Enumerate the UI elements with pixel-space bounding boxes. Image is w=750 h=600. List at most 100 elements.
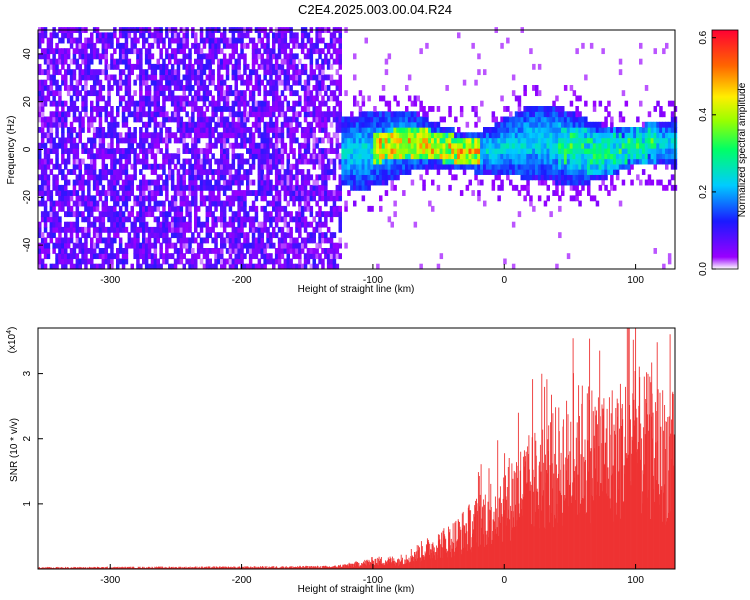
- spectrogram-cell: [52, 90, 56, 97]
- spectrogram-cell: [188, 221, 192, 228]
- spectrogram-cell: [581, 132, 585, 139]
- spectrogram-cell: [563, 179, 568, 186]
- spectrogram-cell: [237, 248, 241, 254]
- spectrogram-cell: [211, 248, 215, 254]
- spectrogram-cell: [318, 85, 322, 91]
- spectrogram-cell: [243, 253, 247, 260]
- spectrogram-cell: [592, 169, 597, 175]
- spectrogram-cell: [52, 163, 56, 170]
- spectrogram-cell: [40, 211, 45, 218]
- spectrogram-cell: [563, 142, 568, 149]
- spectrogram-cell: [537, 106, 542, 112]
- spectrogram-cell: [208, 184, 212, 191]
- spectrogram-cell: [237, 111, 241, 118]
- spectrogram-cell: [650, 132, 655, 139]
- spectrogram-cell: [251, 48, 256, 55]
- spectrogram-cell: [387, 142, 392, 149]
- spectrogram-cell: [133, 100, 137, 107]
- spectrogram-cell: [240, 95, 244, 102]
- spectrogram-cell: [566, 116, 571, 123]
- spectrogram-cell: [303, 111, 308, 118]
- spectrogram-cell: [439, 132, 444, 139]
- spectrogram-cell: [38, 153, 42, 160]
- spectrogram-cell: [72, 253, 77, 260]
- spectrogram-cell: [237, 221, 241, 228]
- spectrogram-cell: [139, 221, 143, 228]
- spectrogram-cell: [251, 106, 256, 112]
- spectrogram-cell: [624, 100, 629, 107]
- spectrogram-cell: [436, 132, 441, 139]
- spectrogram-cell: [248, 142, 253, 149]
- spectrogram-cell: [540, 132, 545, 139]
- spectrogram-cell: [491, 184, 496, 191]
- spectrogram-cell: [653, 127, 657, 133]
- spectrogram-cell: [188, 169, 192, 175]
- spectrogram-cell: [46, 53, 51, 60]
- spectrogram-cell: [228, 221, 233, 228]
- spectrogram-cell: [506, 116, 510, 123]
- spectrogram-cell: [274, 253, 279, 260]
- spectrogram-cell: [136, 153, 140, 160]
- spectrogram-cell: [326, 158, 331, 165]
- spectrogram-cell: [665, 132, 669, 139]
- spectrogram-cell: [110, 142, 114, 149]
- spectrogram-cell: [257, 48, 262, 55]
- spectrogram-cell: [263, 174, 267, 181]
- spectrogram-cell: [309, 221, 314, 228]
- spectrogram-cell: [263, 226, 267, 233]
- spectrogram-cell: [208, 63, 212, 70]
- spectrogram-cell: [110, 205, 114, 212]
- spectrogram-cell: [98, 221, 103, 228]
- spectrogram-cell: [569, 163, 574, 170]
- spectrogram-cell: [445, 132, 449, 139]
- spectrogram-cell: [87, 248, 91, 254]
- spectrogram-cell: [295, 116, 299, 123]
- spectrogram-cell: [364, 137, 368, 144]
- spectrogram-cell: [520, 127, 524, 133]
- spectrogram-cell: [503, 258, 507, 265]
- spectrogram-cell: [523, 158, 527, 165]
- spectrogram-cell: [575, 48, 579, 55]
- spectrogram-cell: [159, 106, 163, 112]
- spectrogram-cell: [196, 169, 201, 175]
- spectrogram-cell: [546, 195, 550, 202]
- spectrogram-cell: [254, 58, 259, 65]
- spectrogram-cell: [121, 253, 126, 260]
- spectrogram-cell: [367, 116, 371, 123]
- spectrogram-cell: [370, 137, 374, 144]
- spectrogram-cell: [329, 237, 334, 244]
- spectrogram-cell: [558, 111, 562, 118]
- spectrogram-cell: [58, 221, 62, 228]
- spectrogram-cell: [589, 127, 594, 133]
- spectrogram-cell: [43, 79, 48, 86]
- spectrogram-cell: [61, 74, 65, 81]
- spectrogram-cell: [173, 200, 178, 207]
- spectrogram-cell: [92, 79, 97, 86]
- spectrogram-cell: [153, 190, 158, 196]
- spectrogram-cell: [601, 142, 605, 149]
- spectrogram-cell: [647, 111, 652, 118]
- spectrogram-cell: [428, 121, 432, 128]
- spectrogram-cell: [260, 106, 264, 112]
- spectrogram-cell: [280, 37, 285, 44]
- spectrogram-cell: [283, 248, 288, 254]
- spectrogram-cell: [263, 121, 267, 128]
- spectrogram-cell: [248, 106, 253, 112]
- spectrogram-cell: [162, 121, 166, 128]
- spectrogram-cell: [257, 226, 262, 233]
- spectrogram-cell: [194, 142, 198, 149]
- spectrogram-cell: [332, 116, 337, 123]
- spectrogram-cell: [563, 148, 568, 154]
- spectrogram-cell: [448, 169, 452, 175]
- spectrogram-cell: [222, 106, 227, 112]
- spectrogram-cell: [254, 106, 259, 112]
- spectrogram-cell: [280, 48, 285, 55]
- spectrogram-cell: [379, 153, 383, 160]
- spectrogram-cell: [116, 137, 120, 144]
- spectrogram-cell: [332, 42, 337, 49]
- spectrogram-cell: [98, 232, 103, 239]
- spectrogram-cell: [326, 95, 331, 102]
- spectrogram-cell: [43, 32, 48, 39]
- spectrogram-cell: [220, 253, 224, 260]
- spectrogram-cell: [283, 211, 288, 218]
